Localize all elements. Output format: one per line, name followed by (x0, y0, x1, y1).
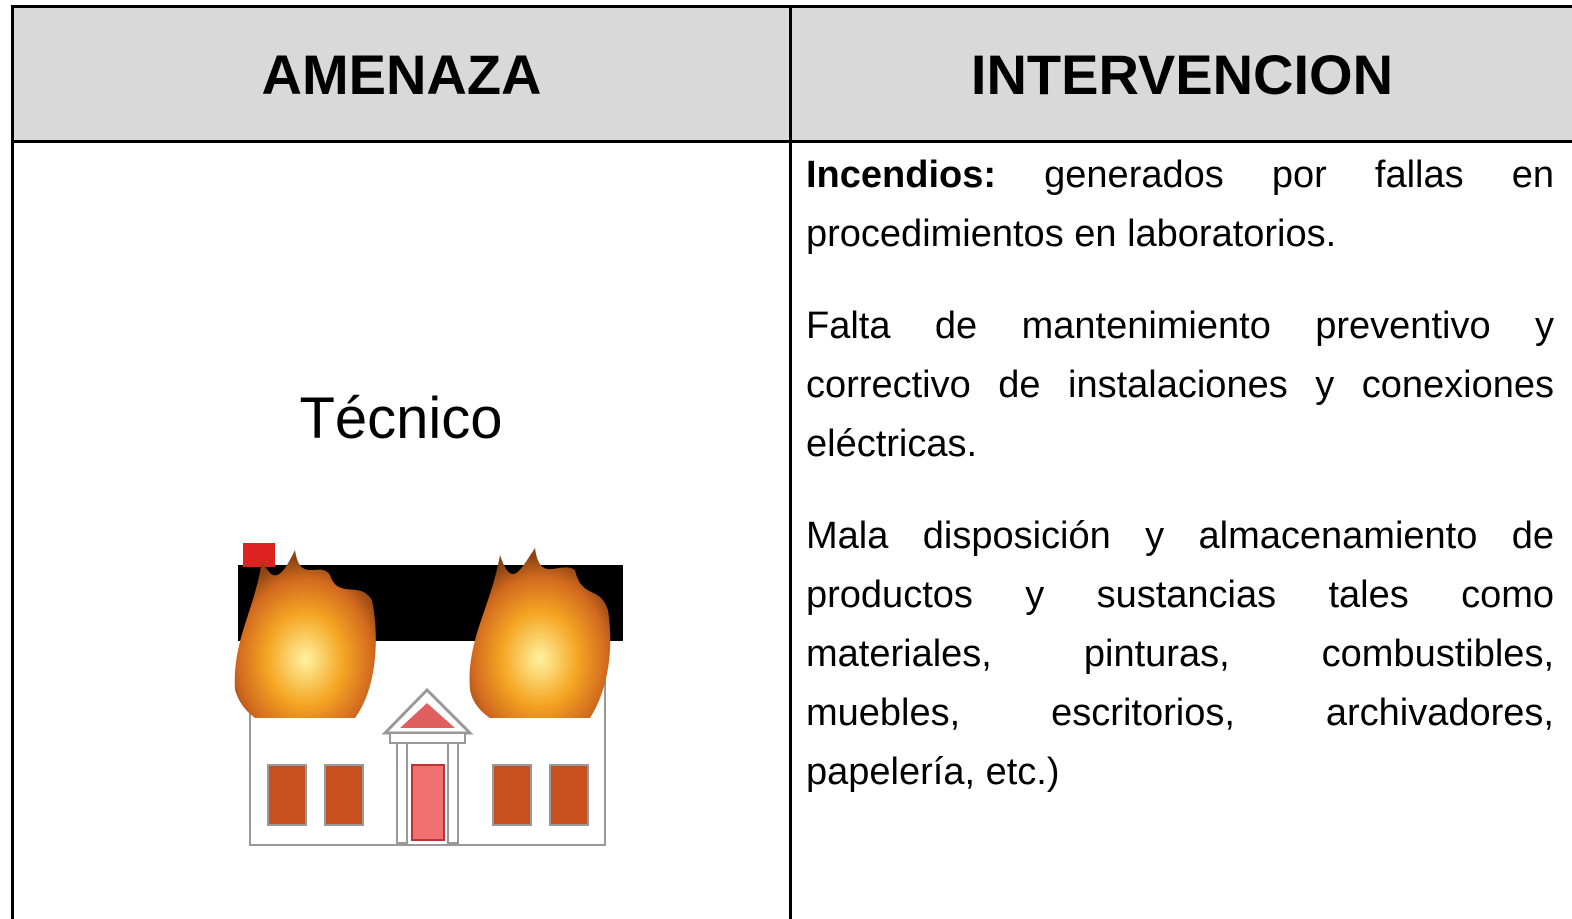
paragraph: Mala disposición y almacenamiento de pro… (806, 515, 1554, 793)
paragraph: Incendios: generados por fallas en proce… (806, 146, 1554, 264)
threat-text: Técnico (299, 386, 503, 451)
header-cell: AMENAZA (14, 8, 789, 140)
paragraph-text: generados por fallas en procedimientos e… (806, 154, 1554, 255)
border (789, 5, 792, 919)
paragraph: Falta de mantenimiento preventivo y corr… (806, 305, 1554, 465)
intervention-cell: Incendios: generados por fallas en proce… (806, 146, 1554, 835)
header-text: AMENAZA (261, 42, 542, 106)
header-text: INTERVENCION (970, 42, 1394, 106)
header-cell: INTERVENCION (792, 8, 1572, 140)
bold-label: Incendios: (806, 154, 997, 196)
burning-house-icon (234, 543, 623, 846)
border (11, 5, 14, 919)
